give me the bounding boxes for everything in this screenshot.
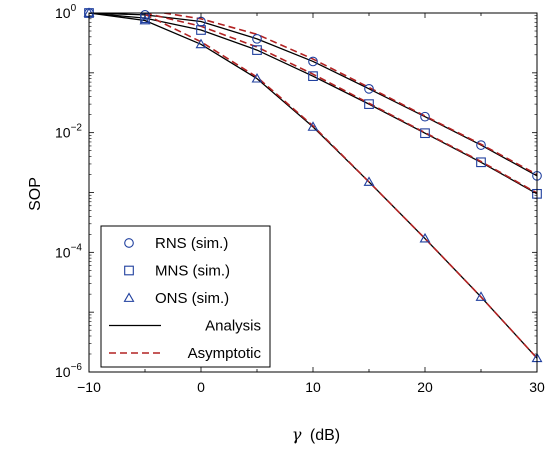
- ons-marker: [139, 14, 151, 25]
- analysis-line-1: [89, 13, 537, 177]
- rns-marker: [420, 111, 430, 122]
- rns-marker: [252, 33, 262, 44]
- x-axis-label: γ (dB): [292, 425, 340, 444]
- x-axis-unit: (dB): [310, 427, 340, 444]
- x-tick-label: 20: [417, 379, 433, 395]
- rns-marker: [476, 140, 486, 150]
- y-axis-label: SOP: [27, 177, 44, 211]
- x-tick-label: −10: [77, 379, 101, 395]
- ons-marker: [419, 232, 431, 243]
- ons-marker: [251, 73, 263, 83]
- asymptotic-line-2: [144, 13, 537, 194]
- asymptotic-line-1: [163, 13, 537, 176]
- legend-label: Asymptotic: [188, 345, 262, 362]
- legend: RNS (sim.) MNS (sim.) ONS (sim.) Analysis As…: [100, 225, 271, 368]
- mns-marker: [420, 128, 430, 139]
- legend-rns-marker: [124, 238, 134, 248]
- mns-marker: [308, 71, 318, 82]
- mns-marker: [476, 157, 486, 168]
- legend-label: RNS (sim.): [155, 235, 228, 252]
- y-axis-ticks: 100 10−2 10−4 10−6: [55, 3, 537, 380]
- rns-marker: [364, 83, 374, 94]
- x-tick-label: 0: [197, 379, 205, 395]
- legend-label: MNS (sim.): [155, 263, 230, 280]
- legend-mns-marker: [124, 265, 134, 276]
- y-tick-label: 10−4: [55, 242, 82, 260]
- x-tick-label: 30: [529, 379, 545, 395]
- y-tick-label: 10−2: [55, 123, 82, 141]
- x-axis-symbol: γ: [292, 425, 302, 444]
- x-axis-ticks: −10 0 10 20 30: [77, 13, 545, 395]
- mns-marker: [196, 25, 206, 35]
- x-tick-label: 10: [305, 379, 321, 395]
- ons-marker: [475, 291, 487, 301]
- asymptotic-line-3: [144, 13, 537, 359]
- analysis-line-2: [89, 13, 537, 195]
- y-tick-label: 10−6: [55, 362, 82, 380]
- y-tick-label: 100: [55, 3, 77, 21]
- legend-label: Analysis: [205, 318, 261, 335]
- mns-marker: [364, 99, 374, 109]
- legend-label: ONS (sim.): [155, 290, 229, 307]
- legend-box: [100, 225, 271, 368]
- ons-marker: [195, 38, 207, 49]
- ons-marker: [363, 176, 375, 186]
- mns-marker: [252, 45, 262, 55]
- rns-marker: [308, 56, 318, 67]
- legend-ons-marker: [123, 292, 135, 302]
- ons-marker: [307, 121, 319, 131]
